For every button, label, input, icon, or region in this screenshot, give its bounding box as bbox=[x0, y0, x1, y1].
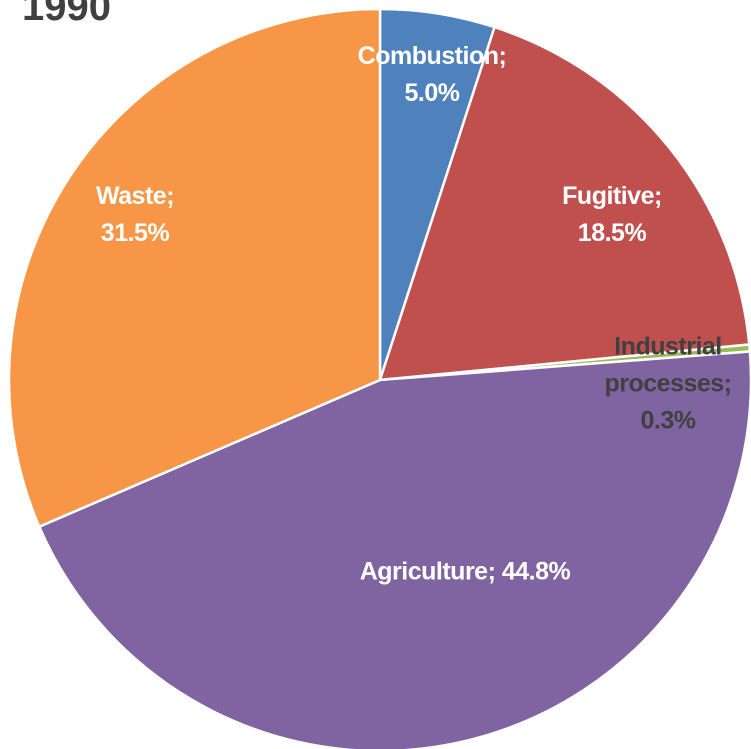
data-label: Industrial processes; 0.3% bbox=[604, 332, 732, 435]
pie-slice bbox=[7, 7, 382, 528]
data-label: Waste; 31.5% bbox=[95, 182, 175, 247]
data-label: Agriculture; 44.8% bbox=[359, 557, 571, 586]
pie-slice bbox=[378, 25, 751, 382]
chart-title: 1990 bbox=[22, 0, 111, 29]
data-label: Fugitive; 18.5% bbox=[562, 182, 662, 247]
data-label: Combustion; 5.0% bbox=[357, 42, 507, 107]
